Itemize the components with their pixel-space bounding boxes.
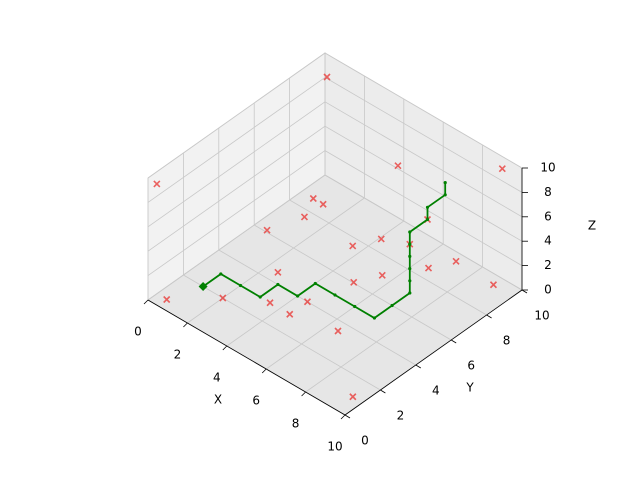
z-tick-label: 10: [540, 161, 555, 175]
grid-line: [218, 249, 417, 366]
tick-mark: [143, 299, 149, 305]
obstacle: [349, 242, 357, 250]
z-tick-label: 2: [544, 258, 552, 272]
grid-line: [147, 150, 326, 276]
path-node: [313, 281, 317, 286]
obstacle: [489, 281, 498, 289]
tick-mark: [222, 345, 228, 351]
x-tick-label: 8: [292, 417, 300, 431]
grid-line: [324, 174, 523, 291]
tick-mark: [486, 314, 492, 319]
x-tick-label: 6: [252, 394, 260, 408]
grid-line: [187, 197, 365, 324]
path-node: [276, 282, 280, 287]
y-tick-label: 2: [397, 409, 405, 423]
obstacle: [350, 278, 358, 286]
obstacle: [378, 271, 386, 279]
grid-line: [147, 77, 326, 203]
path-node: [408, 254, 412, 258]
grid-line: [147, 101, 326, 228]
path-node: [372, 316, 376, 320]
y-tick-label: 4: [432, 384, 440, 398]
x-axis-line: [147, 299, 346, 416]
x-tick-label: 10: [327, 440, 342, 454]
tick-mark: [301, 391, 306, 397]
path-node: [425, 217, 430, 222]
grid-line: [324, 125, 523, 242]
grid-line: [324, 101, 523, 218]
grid-line: [324, 150, 523, 266]
x-tick-label: 0: [134, 325, 142, 339]
obstacle: [300, 213, 309, 221]
obstacle: [309, 194, 317, 203]
grid-line: [147, 125, 326, 252]
obstacle: [163, 295, 171, 304]
grid-line: [147, 52, 326, 179]
y-axis-label: Y: [465, 381, 474, 395]
tick-mark: [261, 368, 267, 374]
obstacle: [424, 264, 433, 272]
tick-mark: [344, 414, 351, 419]
grid-line: [289, 199, 487, 316]
path-node: [333, 293, 337, 297]
axes: 0 2 4 6 8 10 0 2 4 6 8 10 0 2 4 6 8 10: [134, 161, 555, 454]
y-axis-line: [344, 289, 523, 416]
path-node: [390, 303, 394, 308]
path-node: [408, 230, 412, 234]
tick-mark: [450, 339, 457, 344]
obstacle: [153, 180, 161, 188]
obstacle: [263, 226, 271, 234]
obstacle: [498, 165, 506, 173]
z-tick-label: 0: [544, 283, 552, 297]
z-axis-label: Z: [588, 219, 596, 233]
obstacle: [303, 298, 312, 306]
path-node: [425, 205, 430, 209]
grid-line: [324, 77, 523, 193]
x-tick-label: 4: [213, 371, 221, 385]
tick-mark: [521, 289, 528, 294]
z-tick-label: 4: [544, 234, 552, 248]
obstacle: [219, 294, 227, 302]
path-node: [443, 193, 447, 197]
y-tick-label: 0: [361, 434, 369, 448]
obstacle: [377, 235, 385, 243]
tick-mark: [183, 322, 188, 328]
x-axis-label: X: [214, 393, 222, 407]
grid-line: [324, 52, 523, 169]
tick-mark: [380, 389, 386, 394]
y-tick-label: 8: [503, 334, 511, 348]
path-node: [443, 181, 447, 185]
path-start: [198, 282, 208, 291]
path-node: [408, 279, 412, 283]
path-node: [219, 272, 223, 276]
obstacle: [323, 73, 331, 81]
z-tick-label: 8: [544, 185, 552, 199]
obstacle: [274, 268, 282, 276]
obstacle: [266, 299, 274, 307]
tick-mark: [340, 414, 346, 420]
path-node: [258, 295, 262, 299]
path-node: [296, 294, 300, 298]
grid-line: [305, 266, 483, 393]
obstacle: [319, 200, 327, 208]
obstacle: [349, 393, 357, 401]
grid-line: [183, 274, 381, 391]
obstacle: [334, 327, 342, 335]
obstacle: [394, 162, 402, 170]
obstacle: [286, 310, 294, 318]
y-tick-label: 6: [467, 359, 475, 373]
z-tick-label: 6: [544, 209, 552, 223]
marks: [153, 73, 506, 401]
path-node: [408, 291, 412, 295]
path-node: [408, 267, 412, 271]
grid-line: [147, 174, 326, 301]
x-tick-label: 2: [174, 348, 182, 362]
path-node: [408, 242, 412, 246]
path-node: [238, 283, 243, 288]
tick-mark: [415, 364, 422, 369]
path-node: [353, 304, 357, 309]
obstacle: [452, 257, 460, 265]
y-tick-label: 10: [534, 309, 549, 323]
